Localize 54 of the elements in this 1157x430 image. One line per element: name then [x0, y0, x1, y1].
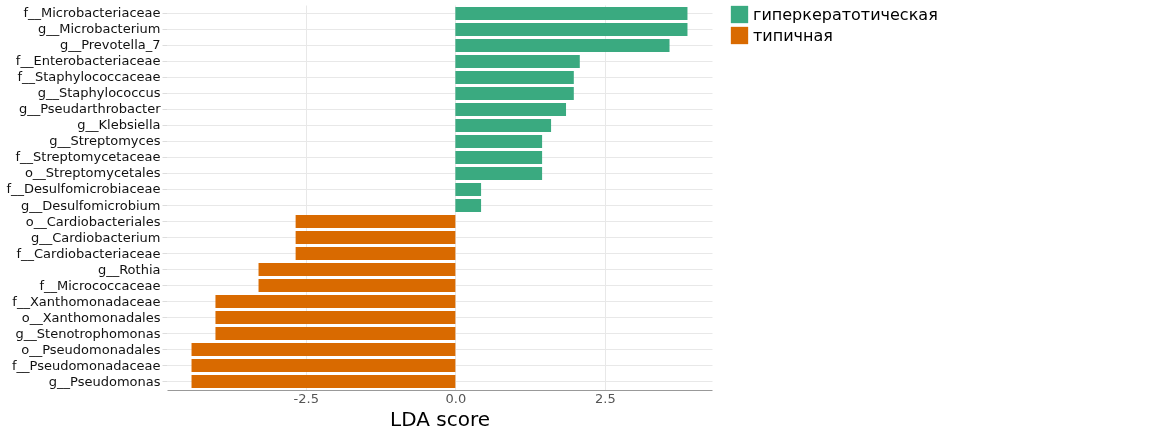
- bar: [191, 375, 456, 389]
- bar: [455, 150, 543, 164]
- legend-label: типичная: [753, 25, 833, 45]
- y-tick-label: g__Desulfomicrobium: [20, 197, 161, 213]
- y-tick-label: f__Xanthomonadaceae: [12, 293, 161, 309]
- bar: [191, 359, 456, 373]
- bar: [455, 54, 580, 68]
- x-tick-label: -2.5: [293, 390, 319, 406]
- bar: [455, 118, 552, 132]
- bar: [215, 295, 456, 309]
- bar: [455, 166, 543, 180]
- y-tick-label: f__Cardiobacteriaceae: [16, 245, 161, 261]
- bar: [455, 199, 482, 212]
- y-tick-label: g__Staphylococcus: [37, 85, 161, 101]
- bar: [455, 6, 688, 20]
- y-tick-label: o__Streptomycetales: [24, 165, 161, 181]
- bar: [295, 247, 456, 261]
- x-tick-label: 0.0: [445, 390, 467, 406]
- bar: [455, 183, 482, 196]
- y-tick-label: g__Cardiobacterium: [30, 229, 161, 245]
- bar: [295, 231, 456, 245]
- bar: [455, 22, 688, 36]
- x-axis-title: LDA score: [390, 406, 490, 430]
- bar: [215, 327, 456, 341]
- y-tick-label: o__Cardiobacteriales: [25, 213, 161, 229]
- bar: [295, 215, 456, 229]
- bar: [455, 70, 574, 84]
- bar: [455, 38, 670, 52]
- y-tick-label: g__Pseudomonas: [48, 373, 161, 389]
- y-tick-label: g__Pseudarthrobacter: [18, 101, 162, 117]
- bar: [258, 279, 456, 293]
- y-tick-label: f__Micrococcaceae: [39, 277, 161, 293]
- y-tick-label: f__Pseudomonadaceae: [11, 357, 161, 373]
- y-tick-label: g__Prevotella_7: [59, 37, 161, 53]
- x-tick-label: 2.5: [595, 390, 616, 406]
- bar: [455, 86, 574, 100]
- bar: [215, 311, 456, 325]
- y-tick-label: o__Xanthomonadales: [21, 309, 161, 325]
- y-tick-label: o__Pseudomonadales: [21, 341, 161, 357]
- bar: [455, 134, 543, 148]
- y-tick-label: g__Streptomyces: [49, 133, 161, 149]
- legend-label: гиперкератотическая: [753, 4, 938, 24]
- y-tick-label: g__Microbacterium: [37, 21, 161, 37]
- y-tick-label: f__Microbacteriaceae: [23, 5, 161, 21]
- bar: [258, 263, 456, 277]
- y-tick-label: g__Stenotrophomonas: [15, 325, 161, 341]
- y-tick-label: f__Staphylococcaceae: [17, 69, 161, 85]
- y-tick-label: f__Enterobacteriaceae: [15, 53, 161, 69]
- y-tick-label: g__Rothia: [97, 261, 161, 277]
- y-tick-label: f__Desulfomicrobiaceae: [6, 181, 161, 197]
- y-tick-label: g__Klebsiella: [77, 117, 161, 133]
- bar: [455, 102, 567, 116]
- bar: [191, 343, 456, 357]
- y-tick-label: f__Streptomycetaceae: [15, 149, 161, 165]
